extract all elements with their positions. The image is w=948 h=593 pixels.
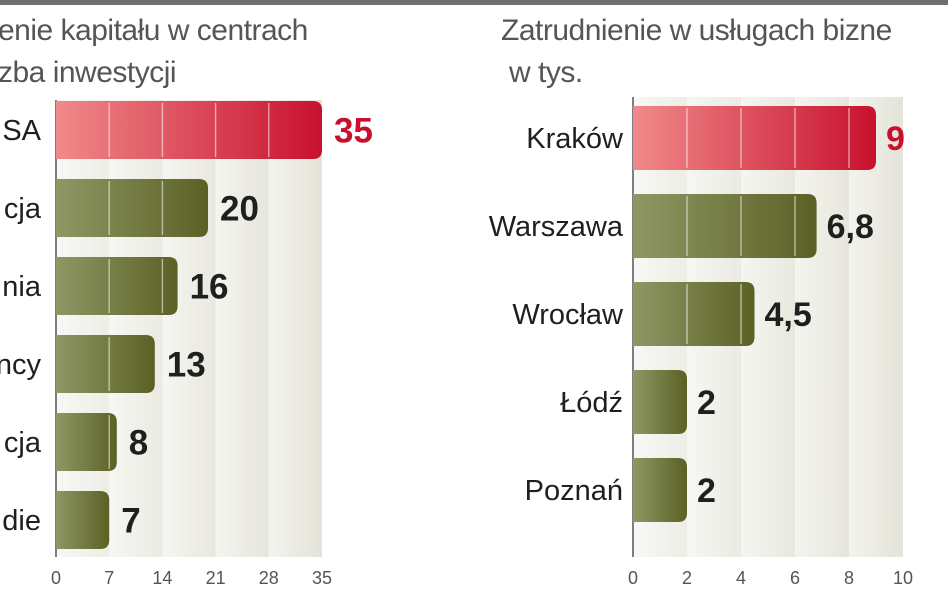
- value-label: 2: [697, 472, 716, 510]
- category-label: Warszawa: [489, 211, 624, 243]
- x-tick-label: 7: [104, 568, 114, 588]
- value-label: 2: [697, 384, 716, 422]
- value-label: 16: [190, 268, 229, 307]
- background-band: [56, 100, 110, 557]
- x-tick-label: 6: [790, 568, 800, 588]
- background-band: [109, 100, 163, 557]
- chart2-title-line2: w tys.: [509, 56, 583, 89]
- category-label: cja: [4, 193, 42, 225]
- x-tick-label: 35: [312, 568, 332, 588]
- category-label: die: [2, 505, 41, 537]
- category-label: Kraków: [526, 123, 624, 155]
- bar: [633, 370, 687, 434]
- value-label: 35: [334, 112, 373, 151]
- bar: [633, 194, 817, 258]
- x-tick-label: 0: [51, 568, 61, 588]
- category-label: ncy: [0, 349, 41, 381]
- category-label: Wrocław: [512, 299, 624, 331]
- bar: [633, 106, 876, 170]
- background-band: [162, 100, 216, 557]
- x-tick-label: 28: [259, 568, 279, 588]
- x-tick-label: 14: [152, 568, 172, 588]
- background-band: [849, 97, 903, 557]
- value-label: 20: [220, 190, 259, 229]
- bar: [56, 335, 155, 393]
- chart-1: 35 SA 20 cja 16 nia 13 ncy 8 cja 7 die 0 7 14 21 28 35: [0, 100, 373, 588]
- chart-2: 9 Kraków 6,8 Warszawa 4,5 Wrocław 2 Łódź 2 Poznań…: [489, 97, 913, 588]
- background-band: [268, 100, 322, 557]
- x-tick-label: 4: [736, 568, 746, 588]
- top-rule: [0, 0, 948, 5]
- value-label: 6,8: [827, 208, 874, 246]
- x-tick-label: 0: [628, 568, 638, 588]
- x-tick-label: 21: [206, 568, 226, 588]
- value-label: 8: [129, 424, 148, 463]
- x-tick-label: 8: [844, 568, 854, 588]
- category-label: Poznań: [525, 475, 623, 507]
- value-label: 4,5: [765, 296, 812, 334]
- category-label: SA: [2, 115, 41, 147]
- value-label: 13: [167, 346, 206, 385]
- bar: [56, 491, 110, 549]
- background-band: [795, 97, 849, 557]
- x-tick-label: 2: [682, 568, 692, 588]
- bar: [56, 101, 322, 159]
- chart1-title-line2: zba inwestycji: [0, 56, 177, 89]
- chart1-title-line1: enie kapitału w centrach: [0, 14, 308, 47]
- bar: [56, 413, 117, 471]
- background-band: [215, 100, 269, 557]
- bar: [633, 282, 755, 346]
- bar: [633, 458, 687, 522]
- x-tick-label: 10: [893, 568, 913, 588]
- chart2-title-line1: Zatrudnienie w usługach bizne: [501, 14, 892, 47]
- value-label: 9: [886, 120, 905, 158]
- bar: [56, 257, 178, 315]
- bar: [56, 179, 208, 237]
- category-label: nia: [2, 271, 42, 303]
- value-label: 7: [121, 502, 140, 541]
- category-label: cja: [4, 427, 42, 459]
- category-label: Łódź: [560, 387, 623, 419]
